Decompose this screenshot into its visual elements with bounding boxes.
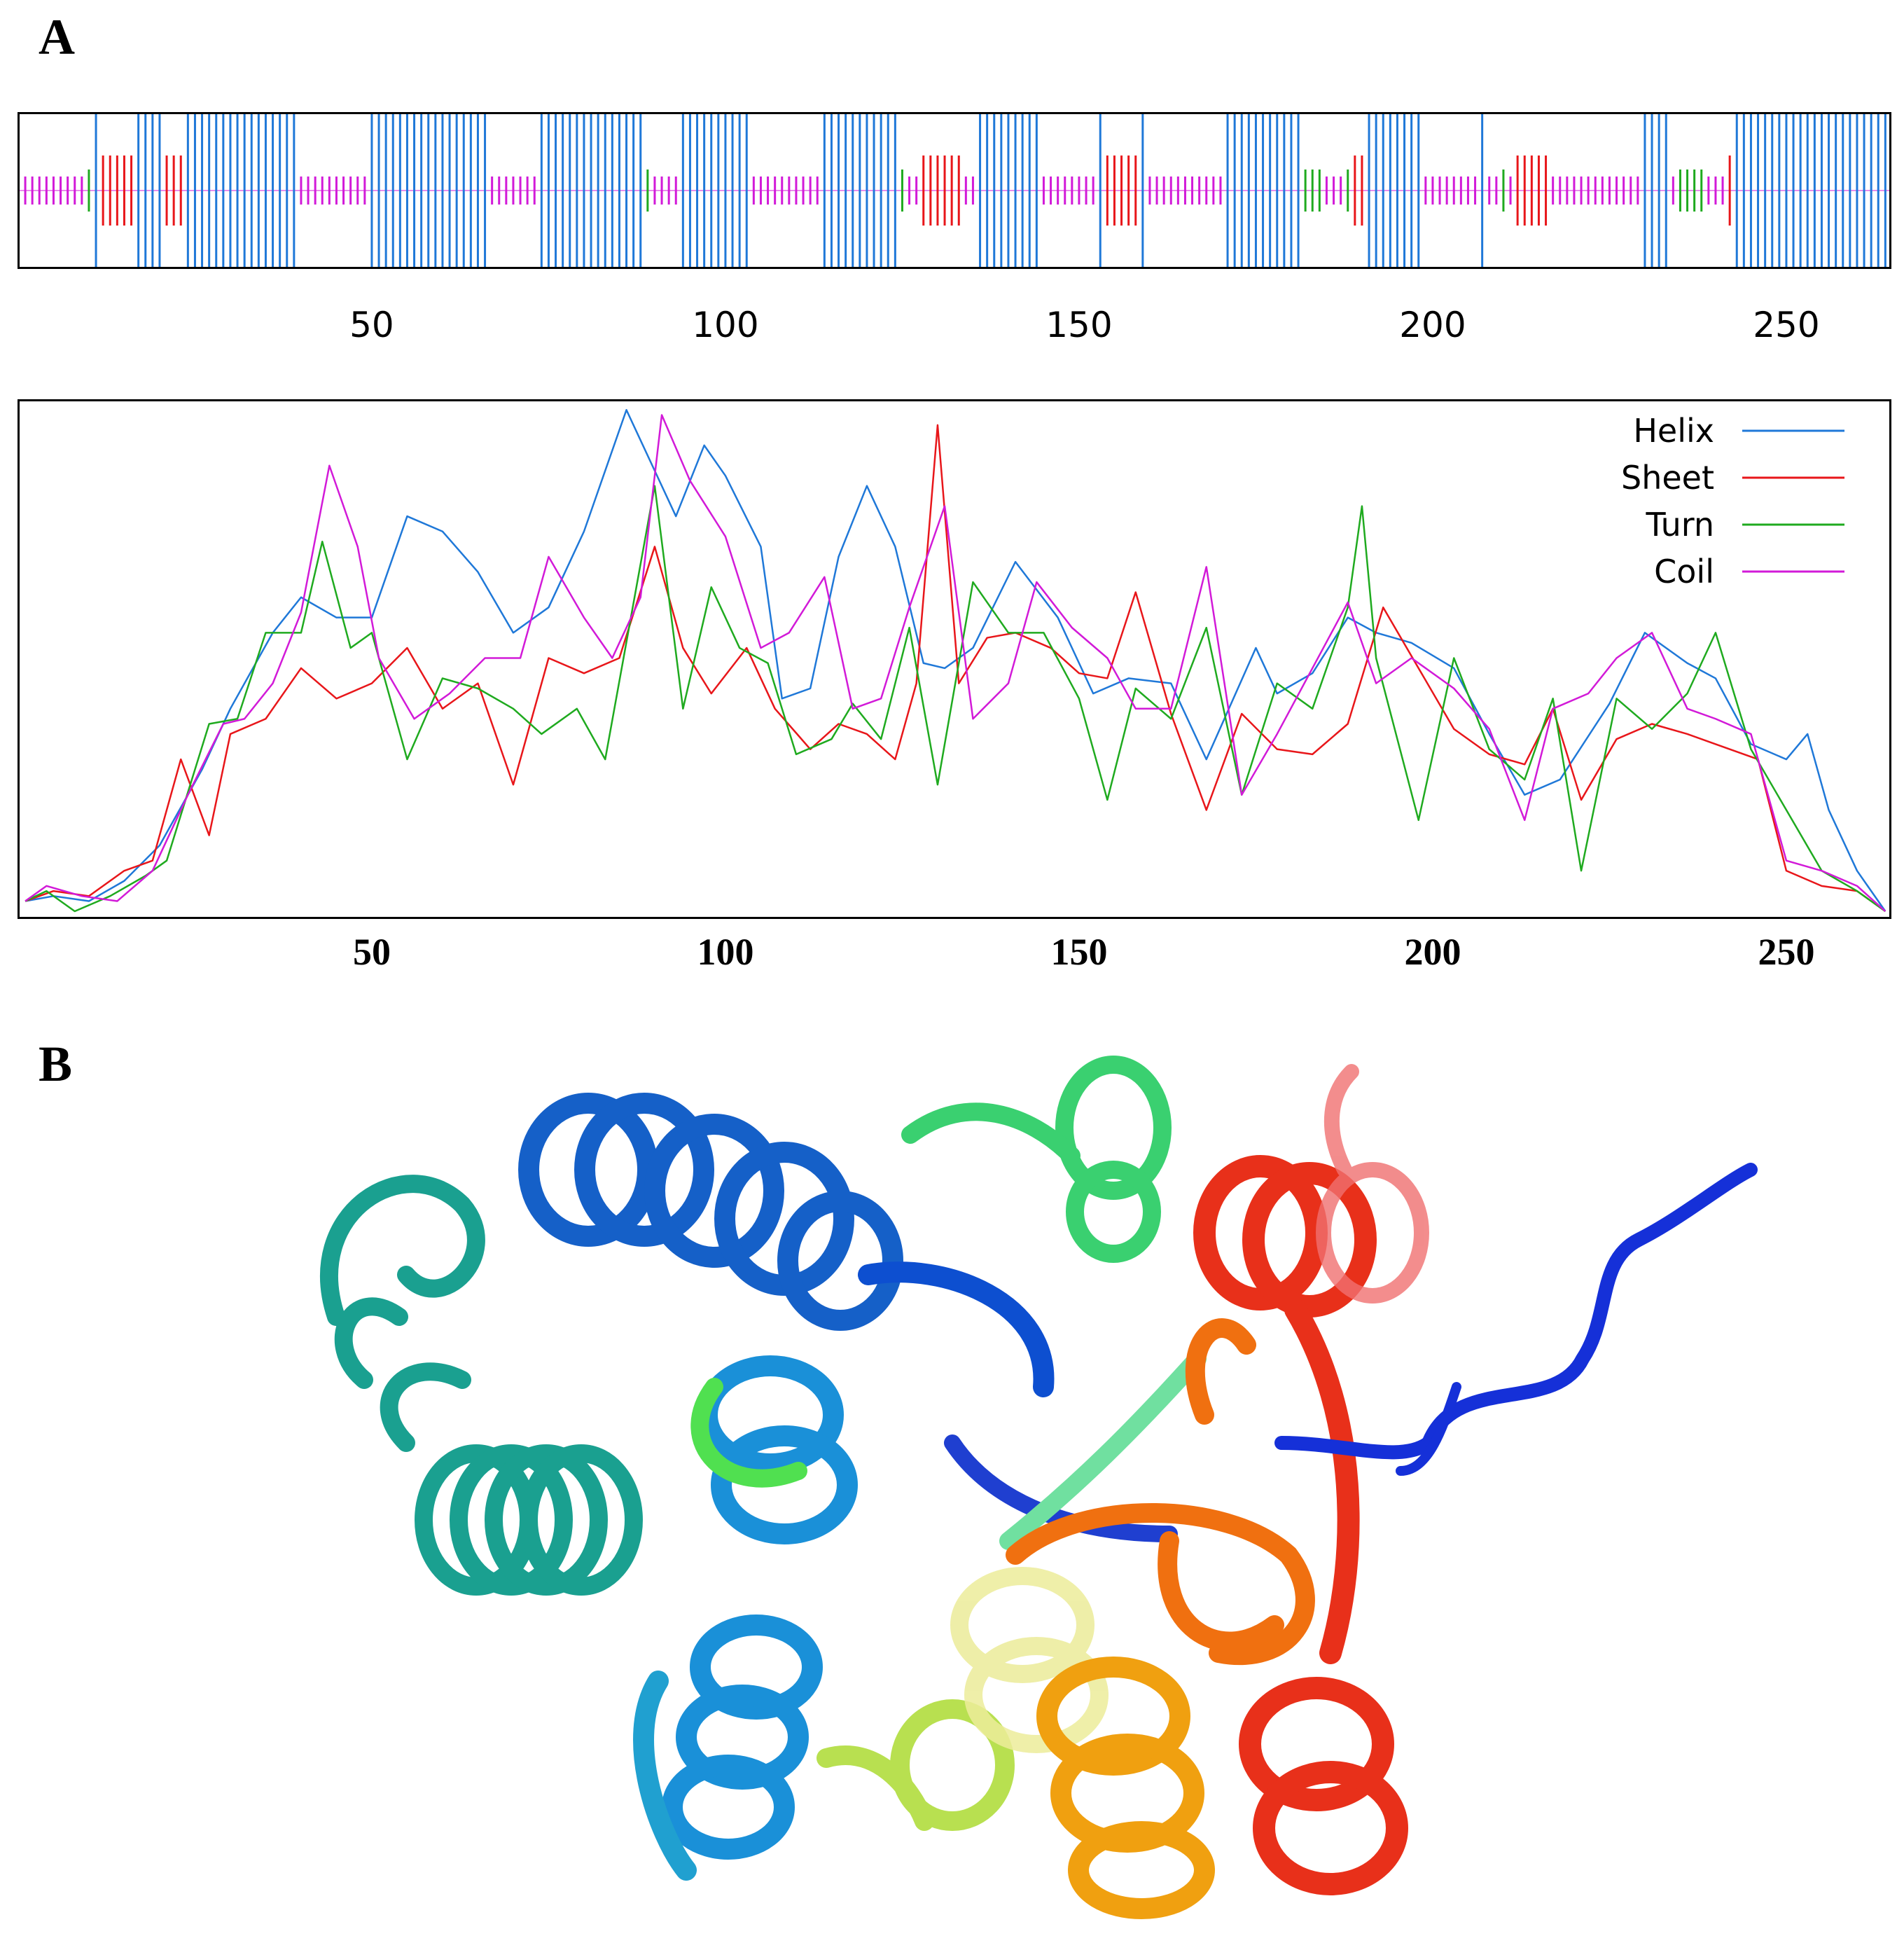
track-segment-coil (1325, 177, 1342, 205)
legend-label-sheet: Sheet (1621, 459, 1714, 497)
track-segment-helix (681, 114, 748, 267)
legend-label-helix: Helix (1633, 412, 1714, 450)
panel-label-a: A (39, 9, 75, 65)
track-segment-sheet (1106, 155, 1137, 226)
track-segment-coil (24, 177, 83, 205)
legend-label-coil: Coil (1654, 553, 1714, 590)
track-segment-helix (137, 114, 161, 267)
track-segment-helix (186, 114, 296, 267)
legend-label-turn: Turn (1645, 506, 1714, 544)
track-segment-helix (823, 114, 896, 267)
series-line-helix (25, 408, 1886, 912)
track-segment-coil (752, 177, 819, 205)
track-segment-coil (1424, 177, 1477, 205)
track-segment-helix (1226, 114, 1300, 267)
plot-tick-label: 200 (1404, 931, 1461, 973)
track-segment-helix (1644, 114, 1667, 267)
track-segment-helix (540, 114, 642, 267)
plot-tick-label: 250 (1758, 931, 1815, 973)
track-tick-label: 250 (1753, 305, 1820, 345)
track-segment-coil (300, 177, 366, 205)
plot-svg: Helix Sheet Turn Coil (25, 408, 1886, 913)
plot-tick-label: 100 (697, 931, 754, 973)
track-segment-sheet (102, 155, 133, 226)
track-segment-sheet (1516, 155, 1548, 226)
track-segment-coil (1552, 177, 1639, 205)
track-segment-helix (979, 114, 1038, 267)
track-segment-coil (1707, 177, 1724, 205)
panel-label-b: B (39, 1036, 73, 1092)
track-svg (20, 114, 1889, 267)
track-segment-sheet (165, 155, 182, 226)
track-tick-label: 50 (349, 305, 394, 345)
series-line-sheet (25, 424, 1886, 913)
track-segment-turn (1304, 170, 1321, 212)
track-segment-helix (1368, 114, 1420, 267)
series-line-coil (25, 414, 1886, 912)
track-segment-coil (1042, 177, 1095, 205)
track-segment-coil (653, 177, 677, 205)
track-tick-label: 200 (1399, 305, 1466, 345)
track-segment-coil (1488, 177, 1498, 205)
track-segment-coil (964, 177, 974, 205)
track-tick-label: 150 (1045, 305, 1113, 345)
track-segment-sheet (922, 155, 960, 226)
plot-tick-label: 50 (352, 931, 391, 973)
protein-3d-structure-image (320, 1056, 1758, 1919)
track-tick-label: 100 (692, 305, 759, 345)
plot-tick-label: 150 (1050, 931, 1108, 973)
track-segment-coil (491, 177, 536, 205)
secondary-structure-track (18, 112, 1891, 269)
track-segment-coil (1148, 177, 1222, 205)
series-line-turn (25, 485, 1886, 913)
propensity-line-chart: Helix Sheet Turn Coil (18, 399, 1891, 919)
track-segment-helix (1735, 114, 1886, 267)
track-segment-helix (370, 114, 487, 267)
track-segment-coil (908, 177, 918, 205)
track-segment-sheet (1354, 155, 1363, 226)
track-segment-turn (1679, 170, 1703, 212)
